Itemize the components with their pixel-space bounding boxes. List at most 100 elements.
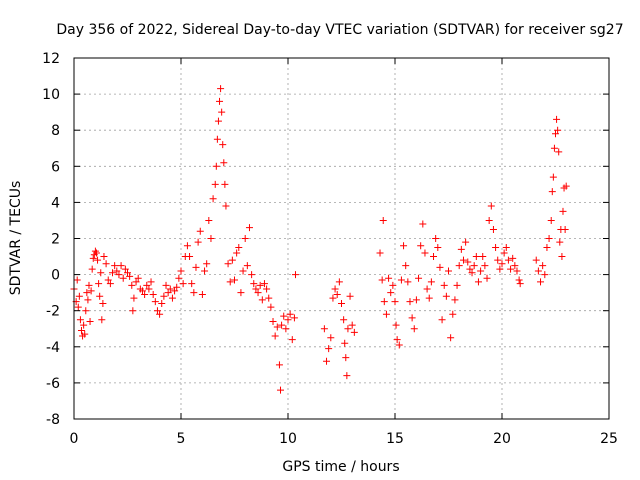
data-point <box>143 281 151 289</box>
data-point <box>549 173 557 181</box>
data-point <box>385 274 393 282</box>
data-point <box>395 341 403 349</box>
data-point <box>489 225 497 233</box>
data-point <box>513 267 521 275</box>
y-tick-label: -8 <box>46 412 60 428</box>
data-point <box>94 256 102 264</box>
data-point <box>453 281 461 289</box>
data-point <box>104 276 112 284</box>
data-point <box>445 267 452 275</box>
data-point <box>160 292 168 300</box>
data-point <box>534 267 542 275</box>
data-point <box>498 260 506 268</box>
data-point <box>376 249 384 257</box>
data-point <box>412 296 420 304</box>
data-point <box>479 253 487 261</box>
data-point <box>440 281 448 289</box>
data-point <box>496 265 504 273</box>
data-point <box>188 280 196 288</box>
data-point <box>559 207 567 215</box>
data-point <box>100 253 108 261</box>
data-point <box>102 260 110 268</box>
data-point <box>153 307 161 315</box>
y-tick-label: -4 <box>46 340 60 356</box>
data-point <box>95 280 103 288</box>
plot-frame <box>73 57 610 420</box>
data-point <box>250 280 258 288</box>
data-point <box>477 267 485 275</box>
data-point <box>97 269 105 277</box>
data-point <box>192 263 200 271</box>
y-tick-label: 0 <box>51 268 60 284</box>
data-point <box>348 321 356 329</box>
data-point <box>278 321 286 329</box>
data-point <box>380 298 388 306</box>
data-point <box>547 216 555 224</box>
data-point <box>561 225 569 233</box>
y-tick-label: -2 <box>46 304 60 320</box>
data-point <box>226 278 234 286</box>
data-point <box>271 332 279 340</box>
data-point <box>331 285 339 293</box>
data-point <box>166 285 174 293</box>
data-point <box>449 310 457 318</box>
data-point <box>111 262 119 270</box>
data-point <box>402 262 410 270</box>
data-point <box>179 280 187 288</box>
data-point <box>252 285 260 293</box>
data-point <box>447 334 455 342</box>
data-point <box>548 188 556 196</box>
data-point <box>92 249 100 257</box>
data-point <box>211 180 219 188</box>
data-point <box>245 224 253 232</box>
data-point <box>126 272 134 280</box>
data-point <box>113 267 121 275</box>
data-point <box>485 216 493 224</box>
data-point <box>119 274 127 282</box>
data-point <box>487 202 495 210</box>
x-tick-labels: 0 5 10 15 20 25 <box>70 431 618 447</box>
chart-title: Day 356 of 2022, Sidereal Day-to-day VTE… <box>56 22 623 38</box>
data-point <box>537 278 545 286</box>
data-point <box>83 289 91 297</box>
data-point <box>209 195 217 203</box>
data-point <box>228 256 236 264</box>
y-axis-label: SDTVAR / TECUs <box>8 181 24 296</box>
data-point <box>286 310 294 318</box>
x-tick-label: 5 <box>177 431 186 447</box>
data-point <box>186 253 194 261</box>
data-point <box>207 235 215 242</box>
data-point <box>212 162 220 170</box>
data-point <box>464 258 472 266</box>
data-point <box>432 235 440 242</box>
data-point <box>91 247 99 255</box>
data-point <box>470 262 478 270</box>
data-point <box>216 97 224 105</box>
y-tick-label: 6 <box>51 159 60 175</box>
data-point <box>408 314 416 322</box>
data-point <box>75 292 83 300</box>
data-point <box>417 242 425 250</box>
data-point <box>472 253 480 261</box>
data-point <box>121 265 129 273</box>
data-point <box>421 249 429 257</box>
data-point <box>132 278 140 286</box>
data-point <box>128 281 136 289</box>
data-point <box>284 316 292 324</box>
data-point <box>457 245 465 253</box>
data-point <box>323 357 331 365</box>
data-point <box>151 298 159 306</box>
data-point <box>158 299 166 307</box>
data-point <box>393 336 401 344</box>
data-point <box>177 267 185 275</box>
data-point <box>545 235 553 242</box>
data-point <box>507 265 515 273</box>
data-point <box>109 269 117 277</box>
data-point <box>222 202 230 210</box>
data-point <box>260 280 268 288</box>
data-point <box>156 310 164 318</box>
data-point <box>168 294 176 302</box>
data-point <box>183 242 191 250</box>
data-point <box>74 303 82 311</box>
